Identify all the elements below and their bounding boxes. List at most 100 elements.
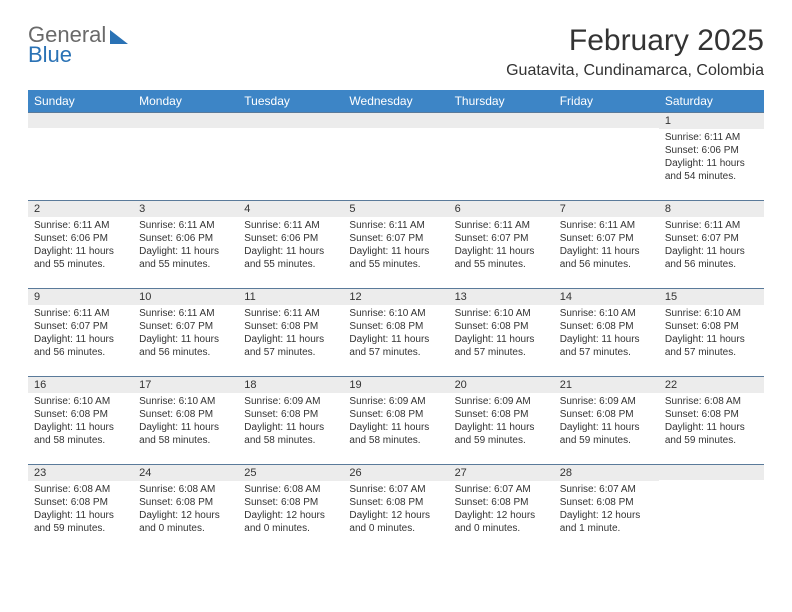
sunrise-text: Sunrise: 6:10 AM (139, 395, 232, 408)
day-body: Sunrise: 6:11 AMSunset: 6:07 PMDaylight:… (343, 217, 448, 275)
calendar-cell: 12Sunrise: 6:10 AMSunset: 6:08 PMDayligh… (343, 288, 448, 376)
day-body: Sunrise: 6:07 AMSunset: 6:08 PMDaylight:… (343, 481, 448, 539)
calendar-cell: 5Sunrise: 6:11 AMSunset: 6:07 PMDaylight… (343, 200, 448, 288)
page-header: General Blue February 2025 Guatavita, Cu… (28, 24, 764, 80)
calendar-cell: 18Sunrise: 6:09 AMSunset: 6:08 PMDayligh… (238, 376, 343, 464)
sunset-text: Sunset: 6:08 PM (349, 496, 442, 509)
calendar-cell: 11Sunrise: 6:11 AMSunset: 6:08 PMDayligh… (238, 288, 343, 376)
sunrise-text: Sunrise: 6:09 AM (455, 395, 548, 408)
daylight-text: Daylight: 11 hours and 58 minutes. (244, 421, 337, 447)
day-number: 3 (133, 200, 238, 217)
calendar-cell: 25Sunrise: 6:08 AMSunset: 6:08 PMDayligh… (238, 464, 343, 552)
day-header: Thursday (449, 90, 554, 112)
day-number: 2 (28, 200, 133, 217)
sunrise-text: Sunrise: 6:09 AM (560, 395, 653, 408)
sunset-text: Sunset: 6:08 PM (34, 408, 127, 421)
sunset-text: Sunset: 6:08 PM (560, 496, 653, 509)
sunrise-text: Sunrise: 6:10 AM (665, 307, 758, 320)
calendar-week-row: 2Sunrise: 6:11 AMSunset: 6:06 PMDaylight… (28, 200, 764, 288)
sunrise-text: Sunrise: 6:08 AM (244, 483, 337, 496)
daylight-text: Daylight: 11 hours and 57 minutes. (349, 333, 442, 359)
day-body: Sunrise: 6:07 AMSunset: 6:08 PMDaylight:… (449, 481, 554, 539)
day-number (238, 112, 343, 128)
day-body: Sunrise: 6:11 AMSunset: 6:06 PMDaylight:… (133, 217, 238, 275)
calendar-cell: 14Sunrise: 6:10 AMSunset: 6:08 PMDayligh… (554, 288, 659, 376)
day-number: 17 (133, 376, 238, 393)
sunrise-text: Sunrise: 6:11 AM (34, 307, 127, 320)
day-body: Sunrise: 6:09 AMSunset: 6:08 PMDaylight:… (238, 393, 343, 451)
calendar-cell: 28Sunrise: 6:07 AMSunset: 6:08 PMDayligh… (554, 464, 659, 552)
daylight-text: Daylight: 11 hours and 56 minutes. (139, 333, 232, 359)
sunset-text: Sunset: 6:08 PM (244, 320, 337, 333)
day-body (554, 128, 659, 134)
day-body: Sunrise: 6:11 AMSunset: 6:08 PMDaylight:… (238, 305, 343, 363)
day-body: Sunrise: 6:08 AMSunset: 6:08 PMDaylight:… (238, 481, 343, 539)
day-body (28, 128, 133, 134)
calendar-cell: 9Sunrise: 6:11 AMSunset: 6:07 PMDaylight… (28, 288, 133, 376)
sunset-text: Sunset: 6:06 PM (34, 232, 127, 245)
daylight-text: Daylight: 12 hours and 0 minutes. (349, 509, 442, 535)
sunrise-text: Sunrise: 6:11 AM (244, 307, 337, 320)
day-number: 20 (449, 376, 554, 393)
day-body: Sunrise: 6:11 AMSunset: 6:07 PMDaylight:… (449, 217, 554, 275)
calendar-table: Sunday Monday Tuesday Wednesday Thursday… (28, 90, 764, 552)
calendar-body: 1Sunrise: 6:11 AMSunset: 6:06 PMDaylight… (28, 112, 764, 552)
day-number: 13 (449, 288, 554, 305)
sunset-text: Sunset: 6:07 PM (349, 232, 442, 245)
day-body: Sunrise: 6:11 AMSunset: 6:06 PMDaylight:… (28, 217, 133, 275)
day-number: 16 (28, 376, 133, 393)
day-body: Sunrise: 6:09 AMSunset: 6:08 PMDaylight:… (343, 393, 448, 451)
day-body: Sunrise: 6:10 AMSunset: 6:08 PMDaylight:… (554, 305, 659, 363)
day-number: 9 (28, 288, 133, 305)
day-number: 10 (133, 288, 238, 305)
calendar-cell: 26Sunrise: 6:07 AMSunset: 6:08 PMDayligh… (343, 464, 448, 552)
sunrise-text: Sunrise: 6:07 AM (349, 483, 442, 496)
day-header: Friday (554, 90, 659, 112)
day-number (554, 112, 659, 128)
sunset-text: Sunset: 6:08 PM (34, 496, 127, 509)
day-body: Sunrise: 6:09 AMSunset: 6:08 PMDaylight:… (554, 393, 659, 451)
day-header: Monday (133, 90, 238, 112)
calendar-week-row: 23Sunrise: 6:08 AMSunset: 6:08 PMDayligh… (28, 464, 764, 552)
calendar-cell (554, 112, 659, 200)
day-number (343, 112, 448, 128)
daylight-text: Daylight: 12 hours and 0 minutes. (455, 509, 548, 535)
sunrise-text: Sunrise: 6:11 AM (665, 219, 758, 232)
sunset-text: Sunset: 6:08 PM (455, 408, 548, 421)
calendar-cell: 15Sunrise: 6:10 AMSunset: 6:08 PMDayligh… (659, 288, 764, 376)
calendar-cell: 20 Sunrise: 6:09 AMSunset: 6:08 PMDayligh… (449, 376, 554, 464)
day-number: 24 (133, 464, 238, 481)
sunrise-text: Sunrise: 6:10 AM (455, 307, 548, 320)
location-subtitle: Guatavita, Cundinamarca, Colombia (506, 62, 764, 80)
day-body: Sunrise: 6:10 AMSunset: 6:08 PMDaylight:… (449, 305, 554, 363)
day-number: 5 (343, 200, 448, 217)
sunrise-text: Sunrise: 6:11 AM (139, 307, 232, 320)
calendar-week-row: 9Sunrise: 6:11 AMSunset: 6:07 PMDaylight… (28, 288, 764, 376)
sunset-text: Sunset: 6:08 PM (455, 496, 548, 509)
sunrise-text: Sunrise: 6:11 AM (455, 219, 548, 232)
calendar-cell: 23Sunrise: 6:08 AMSunset: 6:08 PMDayligh… (28, 464, 133, 552)
day-body: Sunrise: 6:08 AMSunset: 6:08 PMDaylight:… (28, 481, 133, 539)
day-body (343, 128, 448, 134)
day-body: Sunrise: 6:10 AMSunset: 6:08 PMDaylight:… (343, 305, 448, 363)
sunrise-text: Sunrise: 6:11 AM (139, 219, 232, 232)
calendar-cell (449, 112, 554, 200)
sunset-text: Sunset: 6:07 PM (34, 320, 127, 333)
day-body (238, 128, 343, 134)
day-number: 18 (238, 376, 343, 393)
calendar-cell (343, 112, 448, 200)
calendar-cell: 6Sunrise: 6:11 AMSunset: 6:07 PMDaylight… (449, 200, 554, 288)
calendar-cell (133, 112, 238, 200)
calendar-cell: 22Sunrise: 6:08 AMSunset: 6:08 PMDayligh… (659, 376, 764, 464)
brand-logo: General Blue (28, 24, 128, 66)
sunset-text: Sunset: 6:08 PM (244, 496, 337, 509)
daylight-text: Daylight: 11 hours and 55 minutes. (139, 245, 232, 271)
day-number: 8 (659, 200, 764, 217)
daylight-text: Daylight: 11 hours and 55 minutes. (34, 245, 127, 271)
sunrise-text: Sunrise: 6:10 AM (34, 395, 127, 408)
calendar-cell: 24Sunrise: 6:08 AMSunset: 6:08 PMDayligh… (133, 464, 238, 552)
daylight-text: Daylight: 11 hours and 59 minutes. (455, 421, 548, 447)
day-body: Sunrise: 6:10 AMSunset: 6:08 PMDaylight:… (133, 393, 238, 451)
day-header: Wednesday (343, 90, 448, 112)
daylight-text: Daylight: 11 hours and 55 minutes. (349, 245, 442, 271)
